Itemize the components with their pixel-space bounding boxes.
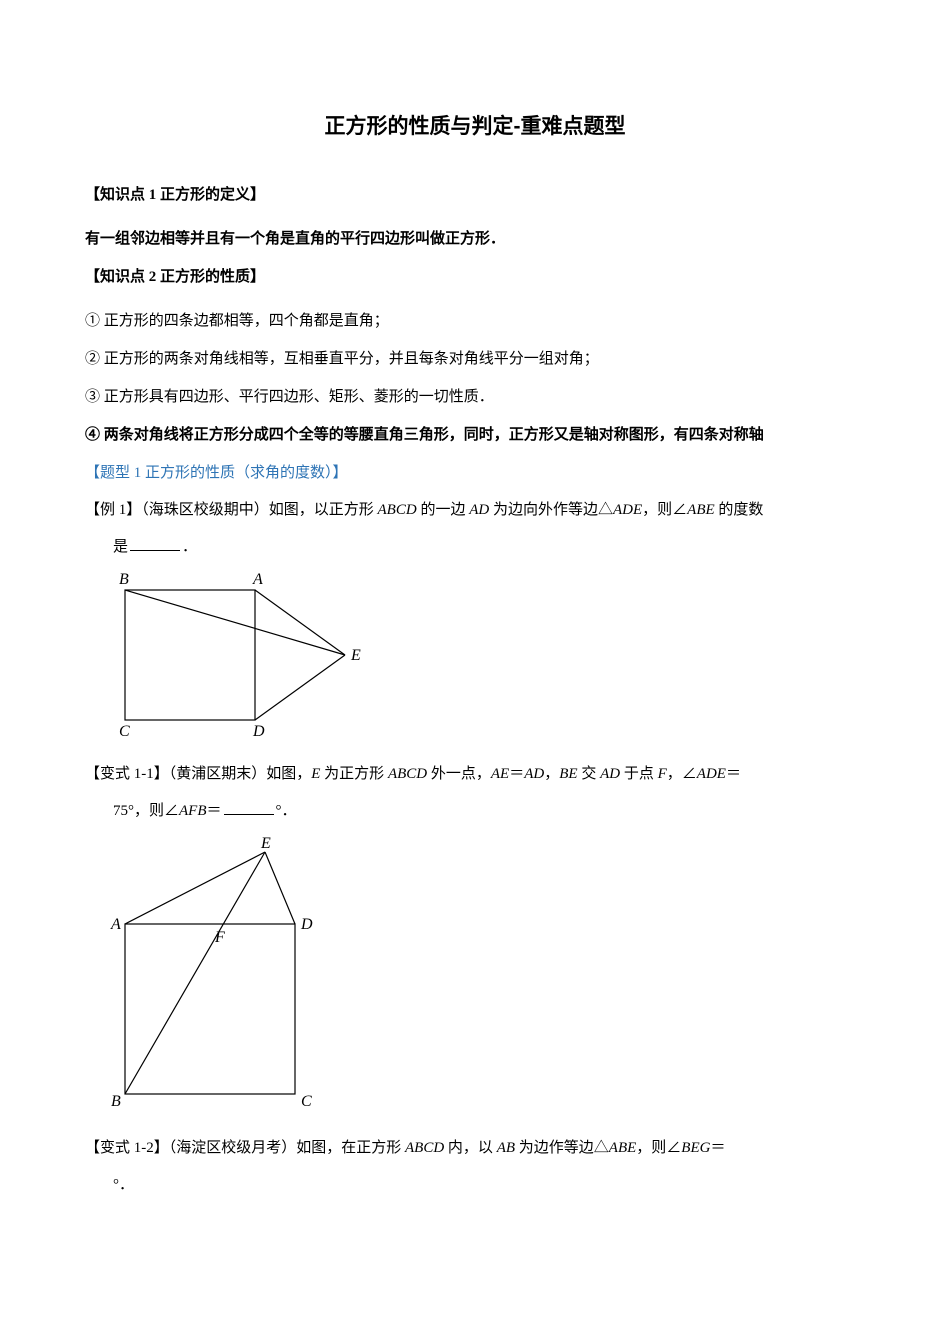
ex1-ad: AD	[469, 502, 489, 518]
v11-l2a: 75°，则∠	[113, 803, 179, 819]
ex1-m1: 的一边	[417, 502, 470, 518]
ex1-abe: ABE	[687, 502, 715, 518]
v12-t2: 为边作等边△	[515, 1140, 609, 1156]
ex1-ade: ADE	[613, 502, 642, 518]
fig1-D: D	[252, 723, 265, 740]
example-1: 【例 1】（海珠区校级期中）如图，以正方形 ABCD 的一边 AD 为边向外作等…	[85, 494, 865, 527]
kp1-head: 【知识点 1 正方形的定义】	[85, 180, 865, 210]
fig1-B: B	[119, 571, 129, 588]
ex1-end: ．	[182, 539, 197, 555]
v11-t2: 外一点，	[427, 766, 491, 782]
variant-1-2-line2: °．	[85, 1169, 865, 1202]
v11-t1: 为正方形	[320, 766, 388, 782]
v11-ae: AE	[491, 766, 509, 782]
v11-l2b: ＝	[207, 803, 222, 819]
ex1-m2: 为边向外作等边△	[489, 502, 613, 518]
kp2-head: 【知识点 2 正方形的性质】	[85, 262, 865, 292]
ex1-m3: ，则∠	[642, 502, 687, 518]
kp2-li1: ① 正方形的四条边都相等，四个角都是直角；	[85, 306, 865, 336]
v11-be: BE	[559, 766, 577, 782]
v12-abcd: ABCD	[405, 1140, 444, 1156]
fig1-A: A	[252, 571, 263, 588]
v11-t3: ，	[544, 766, 559, 782]
ex1-abcd: ABCD	[378, 502, 417, 518]
fig2-D: D	[300, 916, 313, 933]
v11-abcd: ABCD	[388, 766, 427, 782]
v12-eq: ＝	[710, 1140, 725, 1156]
v11-t6: ，∠	[667, 766, 697, 782]
v11-t5: 于点	[620, 766, 658, 782]
fig1-C: C	[119, 723, 130, 740]
fig2-B: B	[111, 1093, 121, 1110]
v12-t3: ，则∠	[636, 1140, 681, 1156]
variant-1-1-line2: 75°，则∠AFB＝ °．	[85, 795, 865, 828]
v12-abe: ABE	[609, 1140, 637, 1156]
v12-p: 【变式 1-2】（海淀区校级月考）如图，在正方形	[85, 1140, 405, 1156]
v11-deg: °．	[276, 803, 297, 819]
v12-ab: AB	[497, 1140, 515, 1156]
fig2-C: C	[301, 1093, 312, 1110]
blank-1	[130, 536, 180, 551]
v11-eq2: ＝	[726, 766, 741, 782]
v11-ad2: AD	[600, 766, 620, 782]
v11-p: 【变式 1-1】（黄浦区期末）如图，	[85, 766, 311, 782]
fig2-E: E	[260, 835, 271, 852]
v11-f: F	[658, 766, 667, 782]
kp2-li3: ③ 正方形具有四边形、平行四边形、矩形、菱形的一切性质．	[85, 382, 865, 412]
v11-afb: AFB	[179, 803, 207, 819]
v12-beg: BEG	[681, 1140, 710, 1156]
figure-1: B A C D E	[105, 570, 365, 740]
blank-2	[224, 800, 274, 815]
v12-deg: °．	[113, 1177, 134, 1193]
v12-t1: 内，以	[444, 1140, 497, 1156]
type1-head: 【题型 1 正方形的性质（求角的度数）】	[85, 458, 865, 488]
ex1-m4: 的度数	[715, 502, 764, 518]
v11-ade2: ADE	[697, 766, 726, 782]
ex1-t: 【例 1】（海珠区校级期中）如图，以正方形	[85, 502, 378, 518]
variant-1-2: 【变式 1-2】（海淀区校级月考）如图，在正方形 ABCD 内，以 AB 为边作…	[85, 1132, 865, 1165]
variant-1-1: 【变式 1-1】（黄浦区期末）如图，E 为正方形 ABCD 外一点，AE＝AD，…	[85, 758, 865, 791]
fig2-F: F	[214, 929, 225, 946]
ex1-l2: 是	[113, 539, 128, 555]
v11-eq: ＝	[509, 766, 524, 782]
kp2-li2: ② 正方形的两条对角线相等，互相垂直平分，并且每条对角线平分一组对角；	[85, 344, 865, 374]
page-title: 正方形的性质与判定-重难点题型	[85, 110, 865, 140]
kp1-body: 有一组邻边相等并且有一个角是直角的平行四边形叫做正方形．	[85, 224, 865, 254]
kp2-li4: ④ 两条对角线将正方形分成四个全等的等腰直角三角形，同时，正方形又是轴对称图形，…	[85, 420, 865, 450]
fig2-A: A	[110, 916, 121, 933]
figure-2: A D B C E F	[105, 834, 365, 1114]
v11-ad: AD	[524, 766, 544, 782]
v11-t4: 交	[578, 766, 601, 782]
example-1-line2: 是．	[85, 531, 865, 564]
fig1-E: E	[350, 647, 361, 664]
